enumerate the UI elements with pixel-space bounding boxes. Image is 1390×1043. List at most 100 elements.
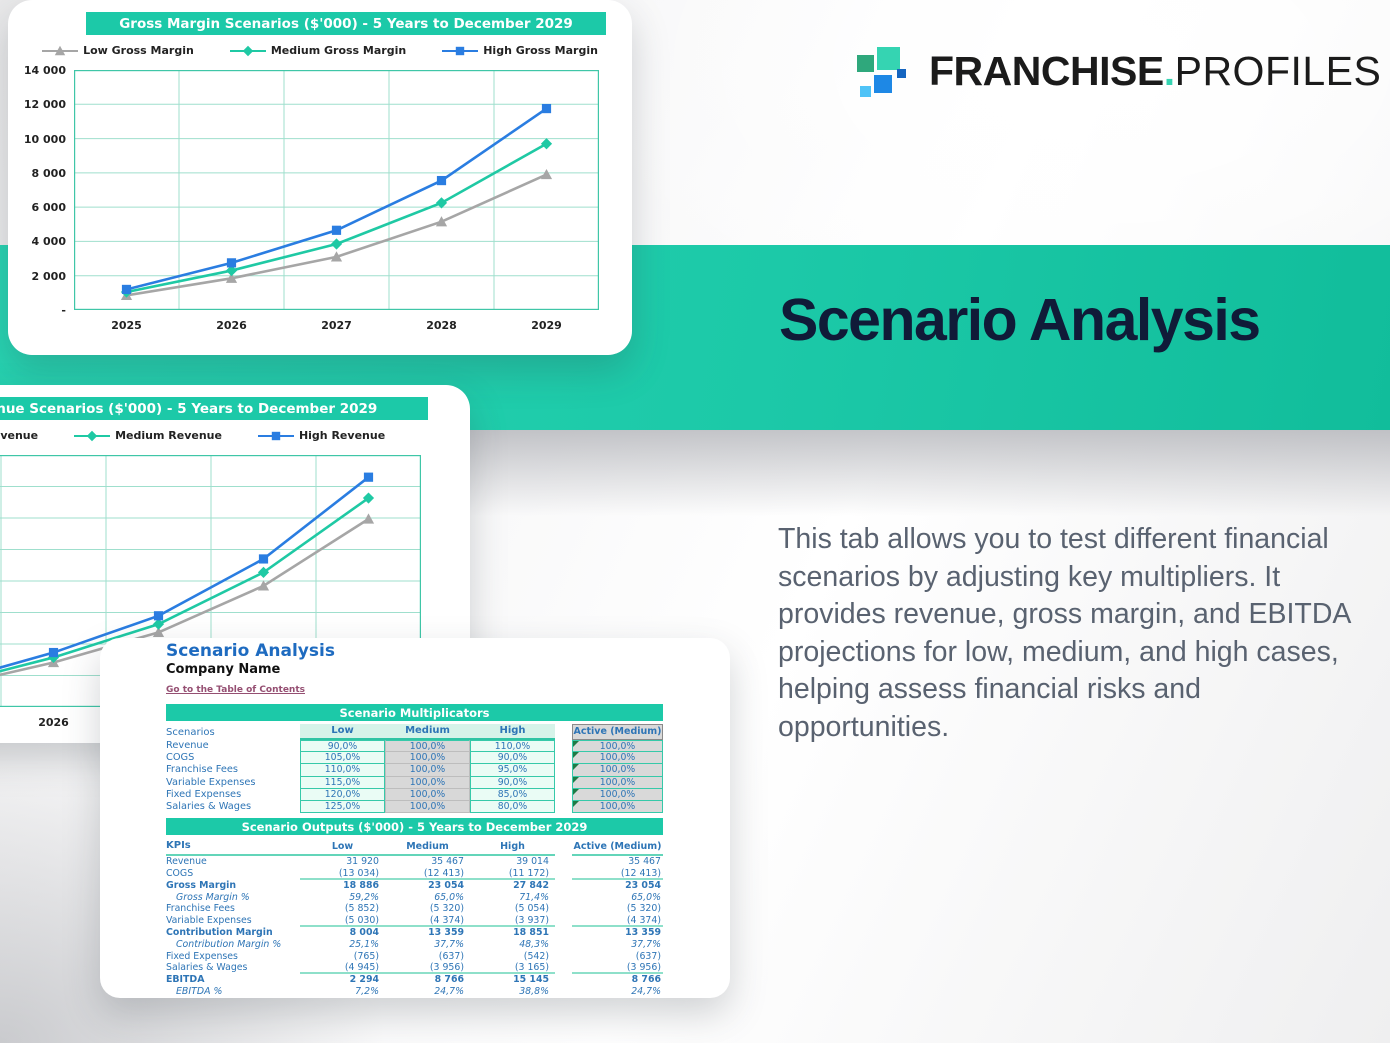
chart-plot: [74, 70, 599, 310]
output-cell-medium: (3 956): [429, 962, 464, 974]
multiplier-cell-medium[interactable]: 100,0%: [385, 776, 470, 789]
page-title: Scenario Analysis: [779, 287, 1261, 353]
active-column-header: Active (Medium): [572, 724, 663, 740]
x-tick-label: 2028: [426, 319, 457, 332]
output-cell-high: (11 172): [508, 867, 549, 879]
x-tick-label: 2026: [216, 319, 247, 332]
y-tick-label: 4 000: [31, 235, 66, 249]
row-label: Gross Margin %: [176, 891, 250, 903]
multiplier-cell-low[interactable]: 105,0%: [300, 752, 385, 765]
legend-item-square: High Revenue: [257, 429, 385, 442]
output-cell-medium: 35 467: [431, 856, 464, 868]
output-cell-high: 27 842: [513, 879, 549, 891]
y-tick-label: -: [61, 304, 66, 317]
output-cell-high: 38,8%: [519, 985, 549, 997]
company-name: Company Name: [166, 662, 281, 677]
chart-plot-area: 14 000 12 000 10 000 8 000 6 000 4 000 2 000 -: [8, 64, 632, 317]
active-multiplier-cell[interactable]: 100,0%: [572, 776, 663, 789]
active-multiplier-cell[interactable]: 100,0%: [572, 788, 663, 801]
output-cell-active: 8 766: [631, 974, 661, 986]
multiplicators-band: Scenario Multiplicators: [166, 704, 663, 721]
multiplicator-column-headers: Low Medium High: [300, 724, 555, 740]
multiplier-cell-high[interactable]: 110,0%: [470, 740, 555, 753]
y-tick-label: 8 000: [31, 166, 66, 180]
multiplier-cell-high[interactable]: 85,0%: [470, 788, 555, 801]
output-cell-high: 18 851: [513, 926, 549, 938]
multiplier-cell-medium[interactable]: 100,0%: [385, 788, 470, 801]
output-cell-low: (765): [353, 950, 379, 962]
row-label: Franchise Fees: [166, 903, 235, 915]
row-label: EBITDA %: [176, 985, 223, 997]
x-tick-label: 2025: [111, 319, 142, 332]
gross-margin-chart-card: Gross Margin Scenarios ($'000) - 5 Years…: [8, 0, 632, 355]
multiplier-cell-low[interactable]: 120,0%: [300, 788, 385, 801]
output-row: Variable Expenses (5 030) (4 374) (3 937) (4…: [166, 915, 730, 927]
output-cell-active: 23 054: [625, 879, 661, 891]
row-label: Contribution Margin: [166, 926, 273, 938]
output-row: Gross Margin 18 886 23 054 27 842 23 054: [166, 880, 730, 892]
output-cell-high: (542): [523, 950, 549, 962]
multiplier-cell-medium[interactable]: 100,0%: [385, 800, 470, 814]
multiplier-cell-high[interactable]: 90,0%: [470, 752, 555, 765]
row-label: EBITDA: [166, 974, 205, 986]
output-cell-low: 59,2%: [349, 891, 379, 903]
output-cell-medium: 37,7%: [434, 938, 464, 950]
output-cell-low: 7,2%: [355, 985, 379, 997]
x-tick-label: 2026: [38, 716, 69, 729]
output-cell-high: 48,3%: [519, 938, 549, 950]
chart-legend: Low Revenue Medium Revenue High Revenue: [0, 429, 470, 442]
y-tick-label: 6 000: [31, 201, 66, 215]
row-label: Variable Expenses: [166, 776, 256, 788]
multiplier-cell-low[interactable]: 115,0%: [300, 776, 385, 789]
y-tick-label: 2 000: [31, 269, 66, 283]
multiplier-row: Revenue 90,0% 100,0% 110,0% 100,0%: [166, 740, 730, 753]
logo-squares-icon: [856, 42, 916, 100]
multiplier-cell-high[interactable]: 80,0%: [470, 800, 555, 814]
legend-item-diamond: Medium Gross Margin: [229, 44, 406, 57]
multiplier-cell-low[interactable]: 125,0%: [300, 800, 385, 814]
multiplicators-rows: Revenue 90,0% 100,0% 110,0% 100,0% COGS 105,0%…: [166, 740, 730, 814]
output-cell-high: 39 014: [516, 856, 549, 868]
row-label: Fixed Expenses: [166, 950, 238, 962]
multiplier-cell-high[interactable]: 95,0%: [470, 764, 555, 777]
multiplier-row: Franchise Fees 110,0% 100,0% 95,0% 100,0%: [166, 764, 730, 777]
multiplicators-header-row: Scenarios Low Medium High Active (Medium): [166, 724, 730, 740]
active-multiplier-cell[interactable]: 100,0%: [572, 752, 663, 765]
output-cell-active: (12 413): [572, 868, 663, 880]
multiplier-cell-low[interactable]: 90,0%: [300, 740, 385, 753]
output-cell-low: 2 294: [349, 974, 379, 986]
multiplier-cell-medium[interactable]: 100,0%: [385, 764, 470, 777]
multiplier-row: COGS 105,0% 100,0% 90,0% 100,0%: [166, 752, 730, 765]
row-label: Contribution Margin %: [176, 938, 282, 950]
column-header-high: High: [470, 840, 555, 857]
multiplier-cell-high[interactable]: 90,0%: [470, 776, 555, 789]
output-cell-active: 35 467: [628, 856, 661, 868]
multiplier-cell-medium[interactable]: 100,0%: [385, 752, 470, 765]
multiplier-cell-medium[interactable]: 100,0%: [385, 740, 470, 753]
chart-title: Revenue Scenarios ($'000) - 5 Years to D…: [0, 397, 428, 420]
logo-text: FRANCHISE.PROFILES: [929, 47, 1382, 94]
active-multiplier-cell[interactable]: 100,0%: [572, 800, 663, 814]
output-cell-low: (5 852): [344, 903, 379, 915]
output-cell-low: (5 030): [344, 915, 379, 927]
output-row: COGS (13 034) (12 413) (11 172) (12 413): [166, 868, 730, 880]
active-multiplier-cell[interactable]: 100,0%: [572, 764, 663, 777]
output-cell-active: (5 320): [626, 903, 661, 915]
row-label: Salaries & Wages: [166, 800, 252, 812]
active-multiplier-cell[interactable]: 100,0%: [572, 740, 663, 753]
active-column-header: Active (Medium): [572, 840, 663, 857]
output-cell-low: 18 886: [343, 879, 379, 891]
row-label: COGS: [166, 752, 195, 764]
output-cell-medium: 24,7%: [434, 985, 464, 997]
output-row: Salaries & Wages (4 945) (3 956) (3 165) (3 …: [166, 962, 730, 975]
multiplier-row: Variable Expenses 115,0% 100,0% 90,0% 100,0%: [166, 776, 730, 789]
multiplier-cell-low[interactable]: 110,0%: [300, 764, 385, 777]
output-row: Revenue 31 920 35 467 39 014 35 467: [166, 856, 730, 868]
table-of-contents-link[interactable]: Go to the Table of Contents: [166, 685, 305, 695]
output-cell-high: 71,4%: [519, 891, 549, 903]
scenario-table-card: Scenario Analysis Company Name Go to the…: [100, 638, 730, 998]
outputs-rows: Revenue 31 920 35 467 39 014 35 467 COGS (13 0…: [166, 856, 730, 998]
chart-title: Gross Margin Scenarios ($'000) - 5 Years…: [86, 12, 606, 35]
output-cell-low: 31 920: [346, 856, 379, 868]
